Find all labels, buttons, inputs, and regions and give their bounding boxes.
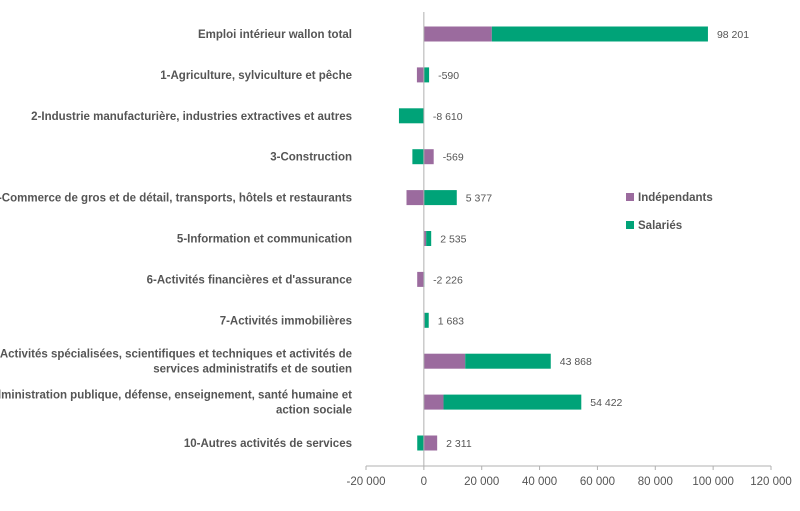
total-label-6: -2 226 — [433, 274, 463, 286]
legend-label-0: Indépendants — [638, 192, 713, 204]
x-tick-label-0: -20 000 — [346, 476, 385, 488]
x-tick-label-7: 120 000 — [750, 476, 792, 488]
category-label-5: 5-Information et communication — [177, 234, 352, 246]
x-axis: -20 000 0 20 000 40 000 60 000 80 000 100 000 1… — [346, 12, 792, 488]
legend-label-1: Salariés — [638, 220, 682, 232]
category-label-7: 7-Activités immobilières — [220, 315, 352, 327]
bar-salaries-8 — [465, 353, 551, 369]
bar-independants-4 — [406, 190, 424, 206]
category-label-9: 9-Administration publique, défense, ense… — [0, 390, 352, 417]
bar-independants-6 — [417, 271, 424, 287]
x-tick-label-4: 60 000 — [580, 476, 615, 488]
bar-salaries-0 — [491, 26, 708, 42]
bar-salaries-4 — [423, 190, 457, 206]
bar-salaries-5 — [426, 231, 432, 246]
category-label-8: 8-Activités spécialisées, scientifiques … — [0, 349, 352, 376]
bar-independants-8 — [423, 353, 466, 369]
total-label-3: -569 — [443, 152, 464, 164]
bar-salaries-2 — [398, 108, 424, 124]
category-label-4: 4-Commerce de gros et de détail, transpo… — [0, 193, 352, 205]
category-label-2: 2-Industrie manufacturière, industries e… — [31, 111, 352, 123]
total-label-10: 2 311 — [446, 438, 472, 450]
bar-independants-0 — [423, 26, 492, 42]
total-value-labels: 98 201 -590 -8 610 -569 5 377 2 535 -2 226 1 68… — [433, 29, 749, 450]
x-tick-label-2: 20 000 — [464, 476, 499, 488]
total-label-7: 1 683 — [438, 315, 464, 327]
x-tick-label-6: 100 000 — [692, 476, 734, 488]
bar-independants-10 — [423, 435, 438, 451]
total-label-1: -590 — [438, 70, 459, 82]
bars-layer — [398, 26, 708, 451]
category-label-6: 6-Activités financières et d'assurance — [147, 274, 352, 286]
category-label-3: 3-Construction — [270, 152, 352, 164]
total-label-4: 5 377 — [466, 193, 492, 205]
bar-independants-1 — [416, 67, 424, 83]
total-label-0: 98 201 — [717, 29, 749, 41]
total-label-9: 54 422 — [590, 397, 622, 409]
category-label-10: 10-Autres activités de services — [184, 438, 352, 450]
bar-independants-9 — [423, 394, 444, 410]
bar-salaries-10 — [417, 435, 424, 451]
bar-salaries-3 — [412, 149, 424, 165]
total-label-5: 2 535 — [440, 234, 466, 246]
bar-independants-5 — [423, 231, 427, 246]
bar-salaries-1 — [423, 67, 430, 83]
bar-salaries-7 — [424, 312, 429, 328]
x-tick-label-3: 40 000 — [522, 476, 557, 488]
category-label-1: 1-Agriculture, sylviculture et pêche — [160, 70, 352, 82]
x-tick-label-5: 80 000 — [638, 476, 673, 488]
legend-swatch-1 — [626, 221, 634, 229]
total-label-2: -8 610 — [433, 111, 463, 123]
total-label-8: 43 868 — [560, 356, 592, 368]
category-labels: Emploi intérieur wallon total 1-Agricultu… — [0, 29, 352, 450]
legend: Indépendants Salariés — [626, 192, 713, 232]
category-label-0: Emploi intérieur wallon total — [198, 29, 352, 41]
legend-swatch-0 — [626, 193, 634, 201]
x-tick-label-1: 0 — [421, 476, 427, 488]
bar-independants-3 — [423, 149, 434, 165]
bar-salaries-9 — [443, 394, 582, 410]
